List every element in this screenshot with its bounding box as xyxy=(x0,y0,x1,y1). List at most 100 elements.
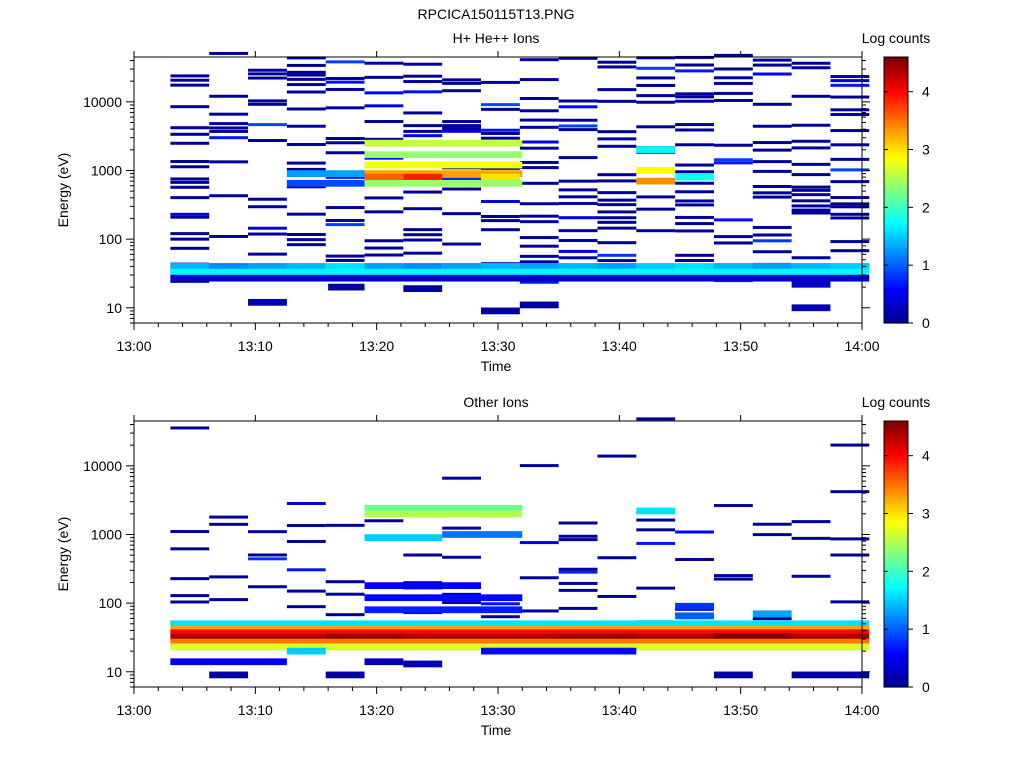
spectrogram-bin xyxy=(403,80,443,84)
colorbar-swatch xyxy=(884,161,908,164)
spectrogram-bin xyxy=(519,166,559,170)
spectrogram-bin xyxy=(403,233,443,237)
spectrogram-bin xyxy=(597,253,637,257)
spectrogram-bin xyxy=(597,241,637,245)
spectrogram-bin xyxy=(597,594,637,598)
colorbar-swatch xyxy=(884,254,908,258)
spectrogram-bin xyxy=(325,151,365,155)
colorbar-swatch xyxy=(884,447,908,451)
colorbar-swatch xyxy=(884,165,908,169)
spectrogram-bin xyxy=(248,232,287,236)
spectrogram-bin xyxy=(752,148,792,152)
spectrogram-bin xyxy=(325,175,365,179)
spectrogram-bin xyxy=(830,202,870,206)
spectrogram-bin xyxy=(170,74,210,78)
spectrogram-bin xyxy=(442,89,482,93)
colorbar-swatch xyxy=(884,296,908,300)
colorbar-swatch xyxy=(884,545,908,548)
spectrogram-bin xyxy=(286,238,326,242)
spectrogram-bin xyxy=(713,218,753,222)
spectrogram-bin xyxy=(170,594,210,598)
spectrogram-bin xyxy=(248,102,287,106)
colorbar-swatch xyxy=(884,567,908,571)
spectrogram-bin xyxy=(558,105,598,109)
spectrogram-cell xyxy=(170,643,870,651)
spectrogram-bin xyxy=(209,194,249,198)
spectrogram-bin xyxy=(752,169,792,173)
spectrogram-bin xyxy=(675,190,714,194)
colorbar-swatch xyxy=(884,651,908,655)
colorbar-swatch xyxy=(884,423,908,427)
colorbar-swatch xyxy=(884,489,908,493)
y-tick-label: 1000 xyxy=(91,526,122,542)
spectrogram-bin xyxy=(481,131,520,135)
x-tick-label: 13:30 xyxy=(480,702,515,718)
colorbar-swatch xyxy=(884,454,908,458)
x-tick-label: 14:00 xyxy=(844,702,879,718)
spectrogram-bin xyxy=(752,617,792,621)
spectrogram-bin xyxy=(170,78,210,82)
colorbar-swatch xyxy=(884,96,908,100)
spectrogram-bin xyxy=(713,577,753,581)
colorbar-swatch xyxy=(884,132,908,136)
spectrogram-bin xyxy=(286,212,326,216)
spectrogram-bin xyxy=(364,196,404,200)
colorbar-swatch xyxy=(884,147,908,151)
colorbar-swatch xyxy=(884,154,908,158)
spectrogram-bin xyxy=(325,258,365,262)
colorbar-tick-label: 3 xyxy=(922,506,930,522)
spectrogram-cell xyxy=(325,633,404,641)
spectrogram-bin xyxy=(286,143,326,147)
spectrogram-bin xyxy=(830,157,870,161)
spectrogram-bin xyxy=(597,198,637,202)
spectrogram-bin xyxy=(248,557,287,561)
spectrogram-bin xyxy=(636,518,676,522)
spectrogram-bin xyxy=(519,609,559,613)
colorbar-tick-label: 4 xyxy=(922,84,930,100)
spectrogram-bin xyxy=(481,80,520,84)
spectrogram-bin xyxy=(403,251,443,255)
colorbar-swatch xyxy=(884,94,908,98)
spectrogram-bin xyxy=(325,136,365,140)
spectrogram-bin xyxy=(519,58,559,62)
spectrogram-bin xyxy=(248,226,287,230)
colorbar-swatch xyxy=(884,631,908,635)
spectrogram-bin xyxy=(752,191,792,195)
spectrogram-bin xyxy=(558,534,598,538)
spectrogram-bin xyxy=(597,191,637,195)
colorbar-swatch xyxy=(884,121,908,125)
colorbar-swatch xyxy=(884,554,908,557)
spectrogram-bin xyxy=(713,158,753,162)
colorbar-swatch xyxy=(884,316,908,320)
colorbar-swatch xyxy=(884,636,908,639)
spectrogram-bin xyxy=(364,75,404,79)
spectrogram-cell xyxy=(713,671,753,679)
spectrogram-bin xyxy=(403,90,443,94)
spectrogram-cell xyxy=(170,629,870,637)
spectrogram-bin xyxy=(286,167,326,171)
colorbar-swatch xyxy=(884,616,908,619)
colorbar-swatch xyxy=(884,527,908,531)
spectrogram-bin xyxy=(519,576,559,580)
spectrogram-cell xyxy=(636,507,676,515)
spectrogram-cell xyxy=(403,660,443,668)
colorbar-swatch xyxy=(884,314,908,317)
spectrogram-cell xyxy=(442,263,482,270)
colorbar-swatch xyxy=(884,620,908,624)
spectrogram-bin xyxy=(636,229,676,233)
x-tick-label: 13:50 xyxy=(723,702,758,718)
colorbar-swatch xyxy=(884,531,908,535)
colorbar-swatch xyxy=(884,662,908,666)
colorbar-swatch xyxy=(884,480,908,484)
spectrogram-bin xyxy=(830,79,870,83)
spectrogram-bin xyxy=(519,125,559,129)
spectrogram-bin xyxy=(442,78,482,82)
spectrogram-bin xyxy=(209,126,249,130)
spectrogram-bin xyxy=(713,241,753,245)
spectrogram-bin xyxy=(713,235,753,239)
spectrogram-bin xyxy=(286,568,326,572)
spectrogram-bin xyxy=(286,161,326,165)
spectrogram-bin xyxy=(791,208,831,212)
x-axis-label: Time xyxy=(481,358,512,374)
